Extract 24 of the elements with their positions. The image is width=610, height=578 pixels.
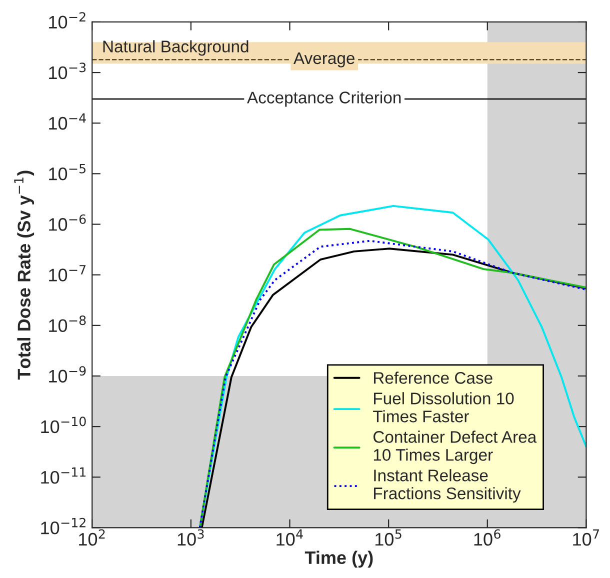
ref-line-label: Average (293, 52, 354, 68)
legend-label: Reference Case (374, 372, 492, 384)
x-tick-label: 10$^{4}$ (276, 529, 303, 546)
x-tick-label: 10$^{5}$ (376, 529, 402, 546)
y-tick-label: 10$^{−7}$ (49, 265, 86, 282)
legend-label: Fuel Dissolution 10 Times Faster (373, 392, 514, 422)
y-tick-label: 10$^{−9}$ (49, 366, 86, 383)
legend-label: Container Defect Area 10 Times Larger (373, 430, 537, 464)
y-tick-label: 10$^{−8}$ (49, 316, 86, 332)
y-axis-title: Total Dose Rate (Sv y$^{−1}$) (14, 170, 34, 380)
x-tick-label: 10$^{3}$ (178, 529, 204, 546)
x-axis-title: Time (y) (304, 550, 373, 568)
x-tick-label: 10$^{7}$ (573, 529, 599, 546)
y-tick-label: 10$^{−10}$ (41, 416, 86, 434)
y-tick-label: 10$^{−3}$ (49, 62, 86, 80)
band-label: Natural Background (103, 40, 248, 56)
y-tick-label: 10$^{−2}$ (49, 12, 86, 29)
y-tick-label: 10$^{−5}$ (49, 164, 86, 180)
y-tick-label: 10$^{−4}$ (49, 113, 86, 130)
legend-label: Instant Release Fractions Sensitivity (374, 469, 521, 503)
y-tick-label: 10$^{−6}$ (49, 214, 86, 231)
y-tick-label: 10$^{−11}$ (41, 467, 86, 484)
ref-line-label: Acceptance Criterion (247, 91, 401, 107)
x-tick-label: 10$^{6}$ (474, 529, 500, 546)
